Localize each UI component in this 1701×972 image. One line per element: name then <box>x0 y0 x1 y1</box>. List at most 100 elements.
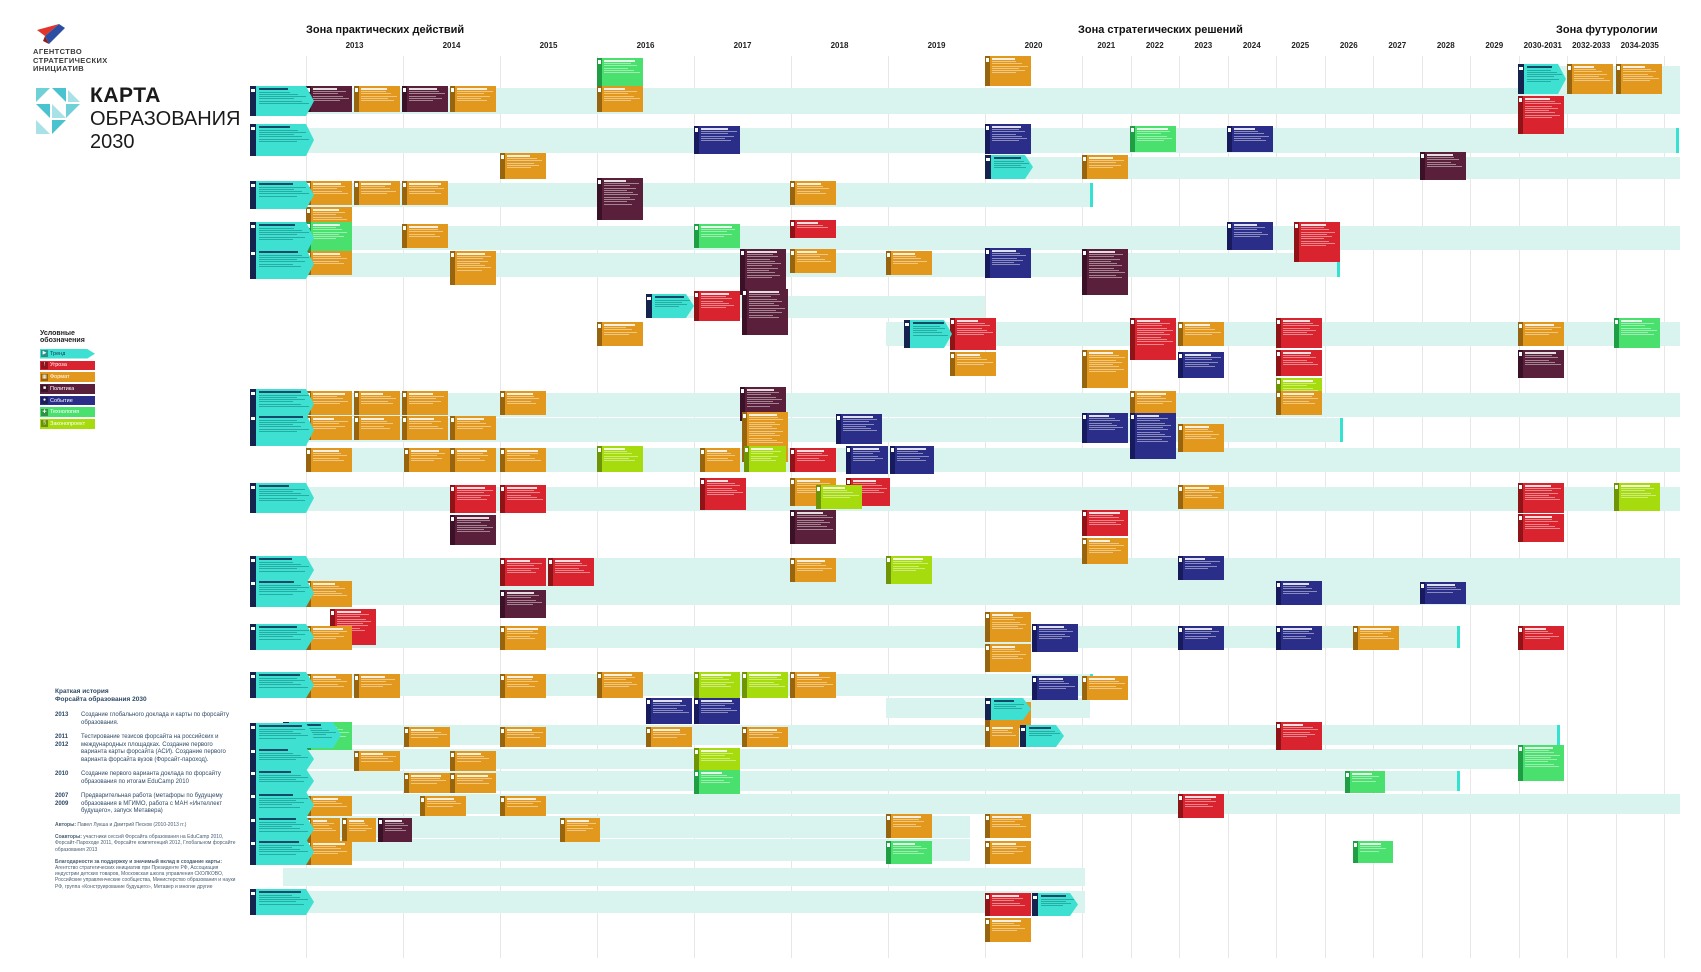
card-body-text <box>337 614 369 615</box>
card-type-icon <box>1276 724 1281 728</box>
card-body-text <box>337 616 361 618</box>
policy-card <box>740 249 786 295</box>
card-body-text <box>259 753 293 754</box>
card-body-text <box>992 129 1019 130</box>
card-type-icon <box>950 354 955 358</box>
card-body <box>990 725 1019 747</box>
threat-card <box>1276 722 1322 750</box>
card-body-text <box>893 819 919 820</box>
card-body-text <box>1234 229 1257 231</box>
card-body-text <box>797 528 833 530</box>
card-body-text <box>604 185 631 187</box>
card-body-text <box>853 460 876 462</box>
card-body-text <box>992 617 1024 618</box>
card-body <box>311 181 352 205</box>
trend-type-icon <box>251 486 255 490</box>
card-body-text <box>1137 398 1167 400</box>
trend-label-body <box>991 698 1031 720</box>
card-title-text <box>313 842 345 845</box>
card-body <box>505 590 546 618</box>
card-body-text <box>259 895 292 896</box>
card-title-text <box>259 558 292 560</box>
threat-card <box>985 893 1031 916</box>
card-type-strip <box>354 674 359 698</box>
card-body-text <box>259 826 292 827</box>
card-body-text <box>507 492 540 494</box>
card-body-text <box>992 626 1018 628</box>
card-body-text <box>1621 332 1648 334</box>
card-body <box>749 446 786 472</box>
card-body-text <box>1137 131 1170 132</box>
card-body-text <box>749 426 772 428</box>
card-title-text <box>797 559 826 562</box>
card-body-text <box>555 567 579 569</box>
card-title-text <box>259 581 294 583</box>
card-type-strip <box>950 318 955 350</box>
card-body <box>311 818 340 842</box>
card-body-text <box>1185 327 1210 328</box>
card-body <box>1183 794 1224 818</box>
bill-card <box>886 556 932 584</box>
card-type-strip <box>1567 64 1572 94</box>
card-body-text <box>313 803 342 805</box>
card-body-text <box>604 69 634 71</box>
year-label: 2026 <box>1339 41 1358 50</box>
card-body-text <box>797 681 828 683</box>
threat-card <box>1518 96 1564 134</box>
card-type-icon <box>985 727 990 731</box>
card-type-strip <box>1294 222 1299 262</box>
card-type-icon <box>1130 393 1135 397</box>
card-type-strip <box>1518 322 1523 346</box>
card-body-text <box>507 685 535 687</box>
card-body-text <box>1427 587 1456 588</box>
card-body-text <box>361 425 385 427</box>
card-body <box>1425 152 1466 180</box>
card-type-strip <box>1130 126 1135 152</box>
card-body-text <box>1525 103 1561 105</box>
card-body-text <box>1621 492 1651 494</box>
card-body-text <box>259 399 305 400</box>
card-body-text <box>1527 70 1551 71</box>
card-body-text <box>457 459 486 461</box>
card-body-text <box>259 757 308 758</box>
card-body-text <box>507 683 530 685</box>
card-body-text <box>1234 236 1260 238</box>
format-card <box>886 251 932 275</box>
trend-type-icon <box>251 772 255 776</box>
card-title-text <box>507 154 530 157</box>
trend-type-strip <box>646 294 652 318</box>
event-card <box>1082 413 1128 443</box>
card-body-text <box>1525 633 1554 635</box>
format-card <box>404 448 450 472</box>
trend-label-body <box>256 672 314 698</box>
trend-label-body <box>256 839 314 865</box>
card-type-strip <box>404 727 409 747</box>
card-body-text <box>313 637 336 639</box>
card-body-text <box>507 595 540 596</box>
year-label: 2018 <box>830 41 849 50</box>
format-card <box>1353 626 1399 650</box>
trend-label-body <box>256 816 314 842</box>
card-title-text <box>701 292 729 295</box>
card-body-text <box>707 455 736 457</box>
card-body-text <box>313 823 335 824</box>
card-body-text <box>1283 727 1313 728</box>
card-body-text <box>701 302 729 304</box>
card-body-text <box>259 420 297 421</box>
card-title-text <box>1427 583 1455 586</box>
credits-item: Соавторы: участники сессий Форсайта обра… <box>55 834 236 853</box>
card-body-text <box>259 591 305 592</box>
card-body-text <box>913 332 942 333</box>
card-body-text <box>913 330 937 331</box>
trend-type-icon <box>251 127 255 131</box>
card-body-text <box>913 326 940 327</box>
card-title-text <box>507 728 532 731</box>
event-card <box>1276 626 1322 650</box>
card-body-text <box>797 192 826 194</box>
event-card <box>890 446 934 474</box>
card-body-text <box>797 521 830 523</box>
card-type-icon <box>1567 66 1572 70</box>
card-body-text <box>507 563 543 564</box>
card-body-text <box>361 685 384 687</box>
card-type-icon <box>790 512 795 516</box>
